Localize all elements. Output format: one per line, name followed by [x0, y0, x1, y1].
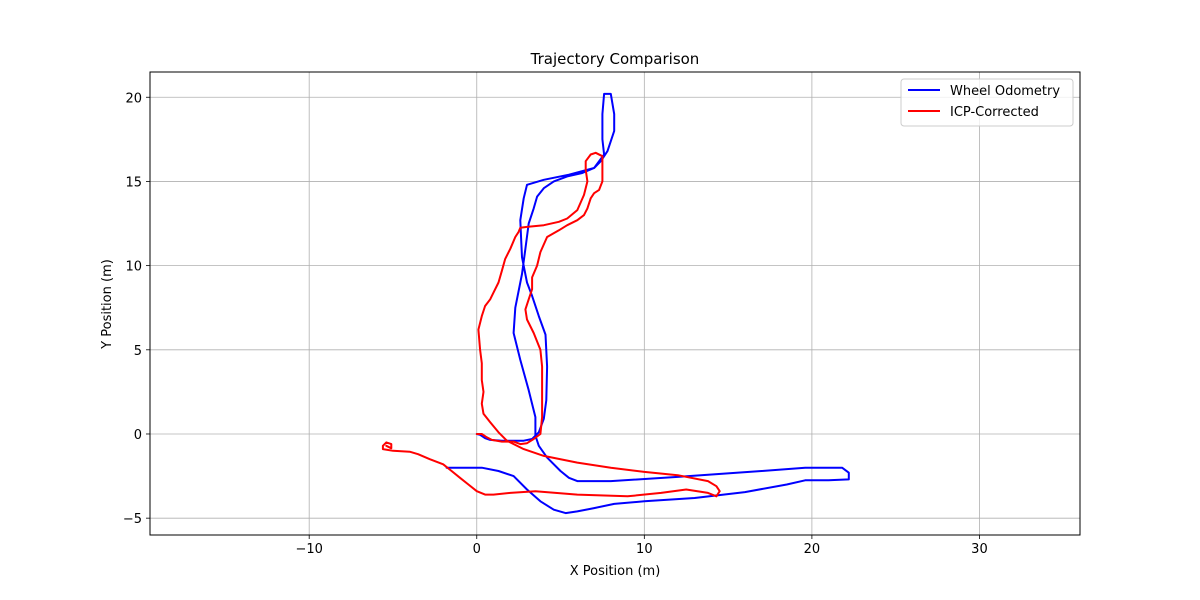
plot-frame [149, 71, 1081, 536]
y-axis-label: Y Position (m) [100, 259, 115, 350]
legend-box [900, 78, 1074, 127]
y-tick-label: 10 [125, 260, 142, 275]
x-tick-label: 0 [473, 542, 481, 557]
x-tick-label: 10 [636, 542, 653, 557]
x-tick-label: 20 [804, 542, 821, 557]
x-tick-label: 30 [971, 542, 988, 557]
x-tick-label: −10 [295, 542, 322, 557]
y-tick-label: 20 [125, 91, 142, 106]
y-tick-label: 15 [125, 175, 142, 190]
y-tick-label: 5 [134, 344, 142, 359]
legend-label-icp-corrected: ICP-Corrected [950, 105, 1039, 120]
wheel-odometry-line [445, 92, 850, 515]
ticks: −10 0 10 20 30 −5 0 5 10 15 20 [123, 91, 988, 557]
legend-label-wheel-odometry: Wheel Odometry [950, 84, 1060, 99]
legend: Wheel Odometry ICP-Corrected [900, 78, 1074, 127]
y-tick-label: 0 [134, 428, 142, 443]
y-tick-label: −5 [123, 512, 142, 527]
chart-title: Trajectory Comparison [530, 50, 700, 68]
series-layer [381, 92, 850, 515]
x-axis-label: X Position (m) [570, 564, 661, 579]
icp-corrected-line [381, 151, 721, 498]
